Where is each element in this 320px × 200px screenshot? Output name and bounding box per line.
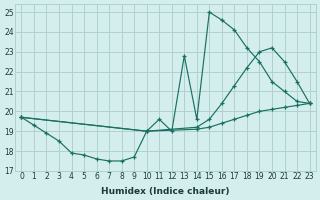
X-axis label: Humidex (Indice chaleur): Humidex (Indice chaleur): [101, 187, 230, 196]
